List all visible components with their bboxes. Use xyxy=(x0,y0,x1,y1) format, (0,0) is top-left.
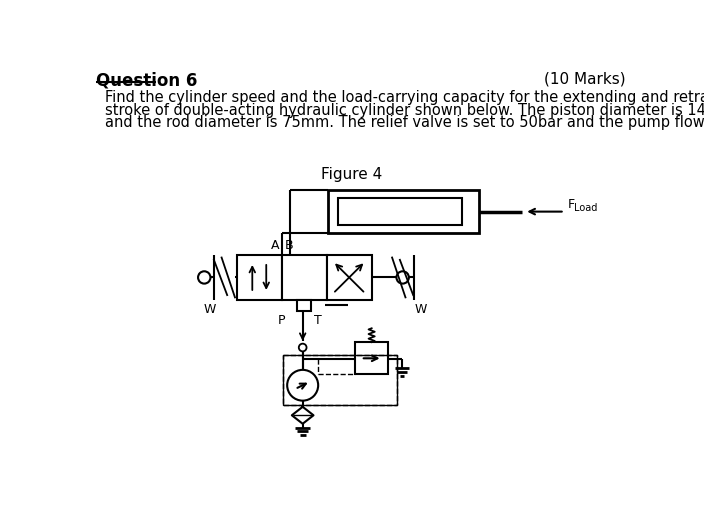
Bar xyxy=(328,190,479,233)
Bar xyxy=(282,355,397,405)
Text: Load: Load xyxy=(574,203,597,213)
Text: A: A xyxy=(271,239,279,252)
Text: W: W xyxy=(415,303,427,316)
Bar xyxy=(282,355,397,405)
Bar xyxy=(297,300,311,310)
Bar xyxy=(237,255,282,300)
Text: F: F xyxy=(567,198,575,211)
Text: stroke of double-acting hydraulic cylinder shown below. The piston diameter is 1: stroke of double-acting hydraulic cylind… xyxy=(105,103,704,118)
Text: B: B xyxy=(285,239,294,252)
Text: W: W xyxy=(203,303,216,316)
Bar xyxy=(356,342,388,375)
Text: P: P xyxy=(277,314,285,327)
Text: (10 Marks): (10 Marks) xyxy=(544,72,626,87)
Bar xyxy=(282,255,327,300)
Text: Find the cylinder speed and the load-carrying capacity for the extending and ret: Find the cylinder speed and the load-car… xyxy=(105,90,704,105)
Bar xyxy=(337,198,462,225)
Text: Figure 4: Figure 4 xyxy=(321,167,382,182)
Text: T: T xyxy=(313,314,321,327)
Text: Question 6: Question 6 xyxy=(96,72,197,90)
Bar xyxy=(327,255,372,300)
Text: and the rod diameter is 75mm. The relief valve is set to 50bar and the pump flow: and the rod diameter is 75mm. The relief… xyxy=(105,115,704,130)
